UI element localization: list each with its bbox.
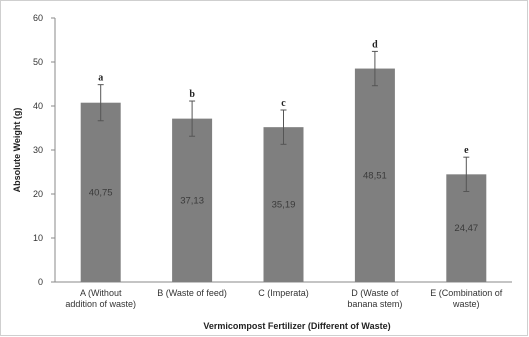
bar (172, 118, 213, 283)
x-tick-label-line: waste) (452, 299, 480, 309)
y-tick-label: 30 (33, 145, 43, 155)
bar (80, 102, 121, 282)
data-label: 37,13 (180, 195, 204, 206)
significance-letter: e (464, 145, 469, 156)
significance-letter: b (189, 89, 195, 100)
significance-letter: c (281, 98, 286, 109)
data-label: 48,51 (363, 170, 387, 181)
x-axis-title: Vermicompost Fertilizer (Different of Wa… (203, 321, 390, 331)
data-label: 24,47 (454, 223, 478, 234)
x-tick-label-line: addition of waste) (65, 299, 136, 309)
y-tick-label: 10 (33, 233, 43, 243)
y-tick-label: 40 (33, 101, 43, 111)
data-label: 40,75 (89, 187, 113, 198)
x-tick-label: D (Waste of banana stem) (347, 288, 402, 309)
bar-series: a 40,75 b 37,13 c 35,19 d 48,51 e 24,47 (80, 39, 487, 283)
x-tick-label-line: D (Waste of (351, 288, 399, 298)
y-axis-ticks: 0 10 20 30 40 50 60 (33, 13, 55, 287)
x-tick-label-line: banana stem) (347, 299, 402, 309)
y-tick-label: 20 (33, 189, 43, 199)
x-tick-label: A (Without addition of waste) (65, 288, 136, 309)
x-tick-label: E (Combination of waste) (430, 288, 503, 309)
x-tick-label: C (Imperata) (258, 288, 309, 298)
x-tick-label-line: B (Waste of feed) (157, 288, 227, 298)
y-tick-label: 60 (33, 13, 43, 23)
y-tick-label: 50 (33, 57, 43, 67)
bar (446, 174, 487, 282)
y-axis-title: Absolute Weight (g) (12, 108, 22, 193)
x-tick-label-line: C (Imperata) (258, 288, 309, 298)
significance-letter: a (98, 73, 103, 84)
x-tick-label-line: E (Combination of (430, 288, 503, 298)
data-label: 35,19 (272, 200, 296, 211)
x-tick-label: B (Waste of feed) (157, 288, 227, 298)
x-tick-label-line: A (Without (80, 288, 122, 298)
y-tick-label: 0 (38, 277, 43, 287)
x-axis-category-labels: A (Without addition of waste) B (Waste of … (65, 288, 502, 309)
bar (354, 68, 395, 282)
bar (263, 127, 304, 282)
significance-letter: d (372, 39, 378, 50)
